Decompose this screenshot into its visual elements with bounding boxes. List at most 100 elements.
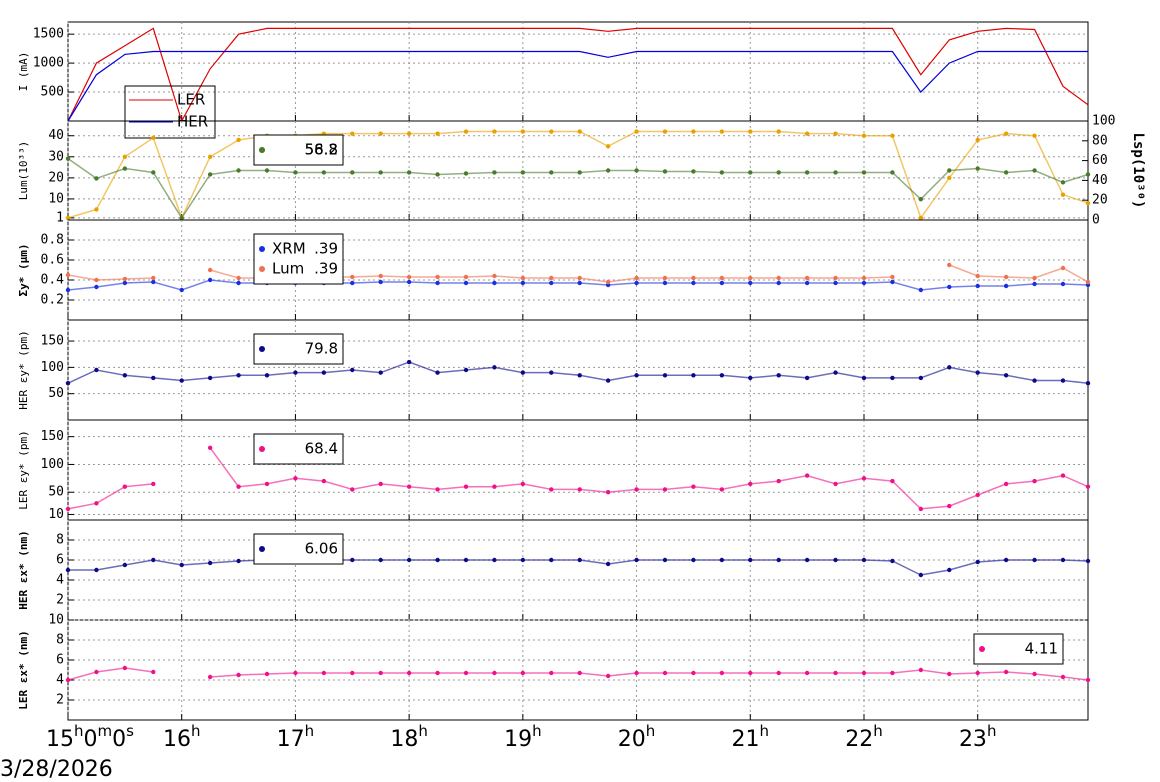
data-point [890, 170, 895, 175]
data-point [492, 670, 497, 676]
data-point [605, 168, 611, 173]
current-line [67, 50, 1088, 122]
series-trace [67, 157, 1089, 220]
data-point [236, 280, 241, 286]
data-point [861, 275, 867, 281]
data-point [975, 492, 980, 498]
legend-box [124, 85, 216, 139]
data-point [947, 567, 952, 573]
data-point [1032, 281, 1037, 287]
data-point [492, 557, 497, 563]
y-tick-label: 2 [56, 693, 64, 708]
data-point [207, 172, 213, 177]
data-point [1032, 275, 1037, 281]
data-point [236, 672, 241, 678]
data-point [1003, 373, 1009, 378]
data-point [776, 478, 781, 484]
data-point [378, 131, 383, 136]
data-point [207, 560, 213, 566]
legend-marker [259, 266, 265, 272]
data-point [1060, 265, 1066, 271]
data-point [748, 375, 753, 381]
data-point [321, 370, 327, 375]
data-point [776, 557, 781, 563]
legend-marker [259, 446, 265, 452]
legend-value: .39 [314, 240, 338, 258]
data-point [748, 129, 753, 134]
data-point [520, 275, 526, 281]
data-point [1003, 669, 1009, 675]
data-point [406, 170, 412, 175]
data-point [947, 175, 952, 181]
x-tick-label: 22h [845, 722, 883, 753]
data-point [1032, 557, 1037, 563]
legend-box [253, 433, 344, 465]
data-point [264, 168, 270, 173]
y-axis-label: Σy* (μm) [17, 244, 30, 297]
data-point [350, 487, 355, 492]
y-tick-label: 6 [56, 553, 64, 568]
y-tick-label: 1500 [33, 27, 64, 42]
data-point [179, 215, 184, 221]
data-point [463, 280, 469, 286]
data-point [975, 273, 980, 279]
data-point [350, 280, 355, 286]
data-point [350, 170, 355, 175]
data-point [804, 280, 810, 286]
data-point [605, 279, 611, 285]
data-point [804, 473, 810, 478]
data-point [406, 274, 412, 280]
data-point [719, 129, 725, 134]
data-point [122, 665, 128, 671]
data-point [378, 279, 383, 285]
legend-value: 79.8 [305, 340, 338, 358]
data-point [406, 359, 412, 365]
data-point [662, 169, 668, 174]
data-point [435, 274, 440, 280]
data-point [634, 168, 639, 173]
data-point [890, 670, 895, 676]
y-tick-label: 0.8 [41, 233, 64, 248]
y-axis-label: I (mA) [17, 52, 30, 92]
data-point [947, 284, 952, 290]
data-point [207, 375, 213, 381]
data-point [350, 131, 355, 136]
data-point [321, 670, 327, 676]
data-point [1003, 274, 1009, 280]
data-point [435, 172, 440, 177]
data-point [492, 129, 497, 134]
data-point [94, 207, 99, 212]
data-point [691, 557, 696, 563]
x-tick-label: 15h0m0s [46, 722, 134, 753]
data-point [264, 373, 270, 378]
data-point [719, 373, 725, 378]
data-point [65, 567, 71, 573]
y-tick-label: 30 [48, 149, 64, 164]
data-point [378, 273, 383, 279]
data-point [691, 670, 696, 676]
data-point [520, 481, 526, 487]
data-point [151, 170, 156, 175]
panel-frame [67, 21, 1089, 122]
y-tick-label: 500 [41, 85, 64, 100]
data-point [122, 484, 128, 489]
data-point [463, 274, 469, 280]
data-point [833, 275, 838, 281]
y-tick-label: 6 [56, 653, 64, 668]
data-point [520, 670, 526, 676]
data-point [406, 484, 412, 489]
data-point [1060, 180, 1066, 185]
data-point [833, 280, 838, 286]
data-point [1085, 200, 1091, 206]
data-point [151, 275, 156, 281]
data-point [122, 276, 128, 282]
data-point [179, 562, 184, 568]
data-point [691, 129, 696, 134]
data-point [1085, 484, 1091, 489]
data-point [577, 487, 582, 492]
data-point [1085, 558, 1091, 564]
data-point [748, 557, 753, 563]
y-tick-label: 2 [56, 593, 64, 608]
data-point [435, 557, 440, 563]
data-point [804, 557, 810, 563]
